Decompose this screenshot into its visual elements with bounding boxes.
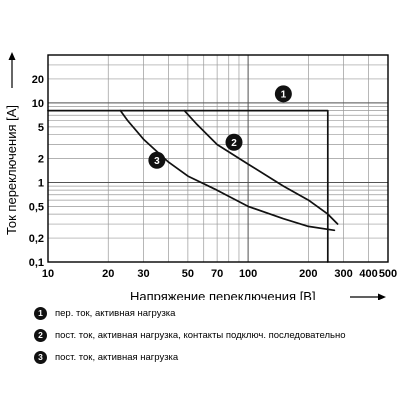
y-tick-labels: 0,1 0,2 0,5 1 2 5 10 20: [29, 74, 44, 269]
legend-item: 3 пост. ток, активная нагрузка: [34, 348, 345, 366]
legend-item: 1 пер. ток, активная нагрузка: [34, 304, 345, 322]
curves: [47, 109, 339, 263]
x-tick-label: 10: [42, 268, 54, 280]
y-axis-arrow: [8, 52, 16, 88]
x-tick-label: 50: [182, 268, 194, 280]
curve-badge-number: 2: [231, 138, 237, 149]
curve-badge-1: [274, 85, 292, 103]
grid: [48, 55, 388, 262]
y-tick-label: 0,1: [29, 257, 44, 269]
x-tick-label: 200: [299, 268, 317, 280]
legend-text: пер. ток, активная нагрузка: [55, 307, 176, 319]
legend-number-badge: 1: [34, 306, 47, 320]
plot-frame: [47, 54, 389, 263]
curve-badge-number: 1: [281, 89, 287, 100]
x-tick-label: 70: [211, 268, 223, 280]
legend-text: пост. ток, активная нагрузка: [55, 351, 179, 363]
legend-number-badge: 3: [34, 350, 47, 364]
curve-badges: 1 2 3: [148, 85, 292, 169]
x-tick-labels: 10 20 30 50 70 100 200 300 400 500: [42, 268, 397, 280]
y-tick-label: 20: [32, 74, 44, 86]
curve-badge-2: [225, 133, 243, 151]
legend-text: пост. ток, активная нагрузка, контакты п…: [55, 329, 346, 341]
x-tick-label: 500: [379, 268, 397, 280]
x-tick-label: 300: [334, 268, 352, 280]
curve-badge-3: [148, 151, 166, 169]
x-tick-label: 30: [137, 268, 149, 280]
x-axis-title: Напряжение переключения [В]: [130, 289, 316, 300]
x-tick-label: 20: [102, 268, 114, 280]
legend-item: 2 пост. ток, активная нагрузка, контакты…: [34, 326, 345, 344]
y-tick-label: 1: [38, 177, 44, 189]
x-tick-label: 400: [359, 268, 377, 280]
legend-number-badge: 2: [34, 328, 47, 342]
legend: 1 пер. ток, активная нагрузка 2 пост. то…: [34, 304, 345, 370]
curve-3: [119, 109, 336, 232]
y-tick-label: 5: [38, 122, 44, 134]
y-tick-label: 0,5: [29, 201, 44, 213]
x-axis-arrow: [350, 293, 386, 300]
chart: 10 20 30 50 70 100 200 300 400 500 0,10,20,512510…: [4, 52, 397, 300]
curve-2: [183, 109, 339, 225]
y-axis-title: Ток переключения [А]: [4, 105, 19, 235]
curve-badge-number: 3: [154, 156, 160, 167]
y-tick-label: 0,2: [29, 233, 44, 245]
curve-1: [47, 109, 329, 263]
x-tick-label: 100: [239, 268, 257, 280]
y-tick-label: 10: [32, 98, 44, 110]
y-tick-label: 2: [38, 154, 44, 166]
